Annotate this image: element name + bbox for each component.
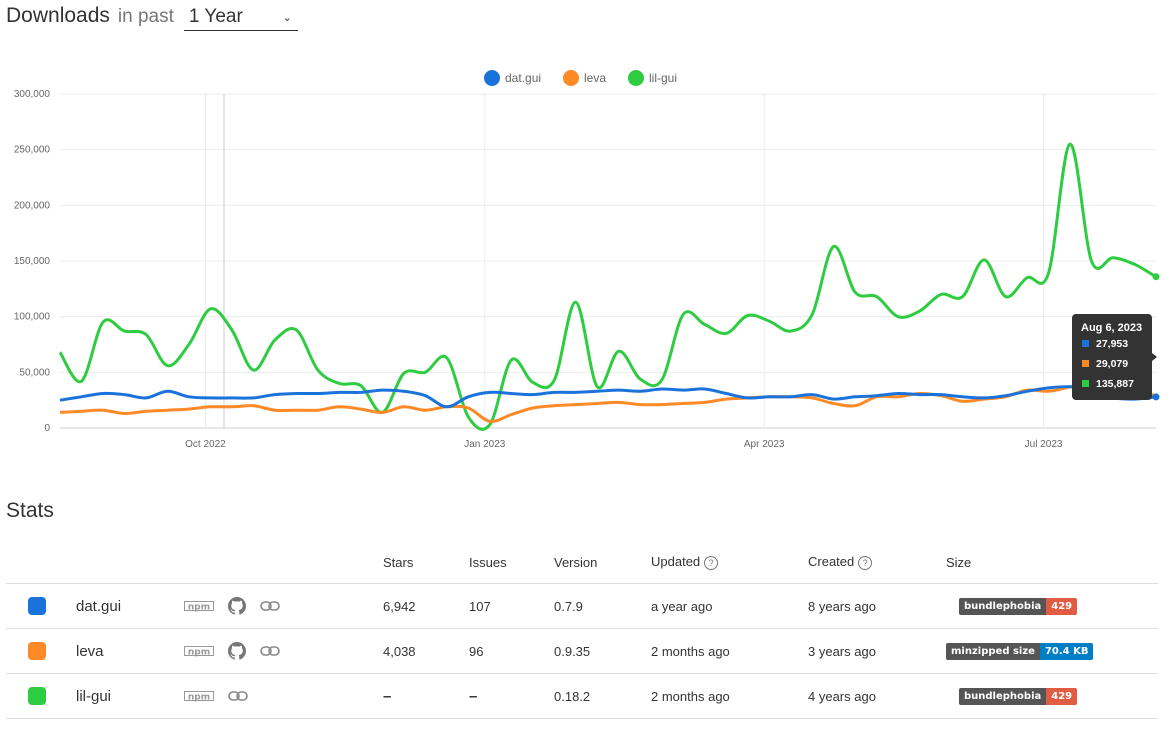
github-icon[interactable]	[228, 642, 246, 660]
x-tick-label: Jul 2023	[1025, 439, 1063, 450]
created-value: 4 years ago	[808, 688, 876, 704]
created-value: 8 years ago	[808, 598, 876, 614]
downloads-subtitle: in past	[117, 6, 174, 27]
data-point	[1152, 393, 1160, 401]
npm-icon[interactable]: npm	[184, 689, 214, 703]
legend-label: dat.gui	[505, 71, 541, 85]
y-tick-label: 250,000	[14, 145, 51, 156]
package-name: leva	[76, 642, 104, 660]
table-row: lil-gui npm – – 0.18.2 2 months ago 4 years ag…	[6, 673, 1158, 719]
table-row: dat.gui npm 6,942 107 0.7.9 a year ago 8 years…	[6, 583, 1158, 629]
link-icon[interactable]	[228, 689, 248, 703]
y-tick-label: 0	[44, 423, 50, 434]
size-badge[interactable]: bundlephobia 429	[959, 688, 1078, 705]
col-updated: Updated?	[651, 541, 808, 584]
y-tick-label: 150,000	[14, 256, 51, 267]
x-tick-label: Jan 2023	[464, 439, 506, 450]
size-badge-label: bundlephobia	[959, 598, 1047, 615]
updated-value: 2 months ago	[651, 688, 730, 704]
y-tick-label: 50,000	[19, 367, 50, 378]
package-name: lil-gui	[76, 687, 112, 705]
col-issues: Issues	[469, 541, 554, 584]
col-updated-label: Updated	[651, 554, 701, 570]
tooltip-swatch	[1082, 380, 1089, 387]
col-version: Version	[554, 541, 651, 584]
col-stars: Stars	[383, 541, 469, 584]
tooltip-arrow	[1152, 353, 1157, 361]
stars-value: 6,942	[383, 598, 416, 614]
stats-title: Stats	[6, 499, 54, 522]
size-badge[interactable]: bundlephobia 429	[959, 598, 1078, 615]
series-line-lil-gui	[58, 142, 1157, 431]
issues-value: 107	[469, 598, 491, 614]
legend-label: leva	[584, 71, 606, 85]
y-tick-label: 300,000	[14, 89, 51, 100]
table-row: leva npm 4,038 96 0.9.35 2 months ago 3 years …	[6, 628, 1158, 674]
github-icon[interactable]	[228, 597, 246, 615]
version-value: 0.7.9	[554, 598, 583, 614]
stars-value: –	[383, 687, 392, 705]
svg-text:npm: npm	[188, 693, 210, 703]
created-value: 3 years ago	[808, 643, 876, 659]
col-size: Size	[946, 541, 1158, 584]
stats-header-row: Stars Issues Version Updated? Created? S…	[6, 541, 1158, 584]
size-badge-label: minzipped size	[946, 643, 1040, 660]
stars-value: 4,038	[383, 643, 416, 659]
package-color-swatch	[28, 687, 46, 705]
updated-value: 2 months ago	[651, 643, 730, 659]
version-value: 0.18.2	[554, 688, 591, 704]
tooltip-value: 27,953	[1096, 338, 1128, 350]
link-icon[interactable]	[260, 644, 280, 658]
x-tick-label: Oct 2022	[185, 439, 226, 450]
updated-value: a year ago	[651, 598, 713, 614]
y-tick-label: 100,000	[14, 312, 51, 323]
downloads-header: Downloads in past 1 Year ⌄	[6, 4, 298, 31]
col-created: Created?	[808, 541, 946, 584]
package-name: dat.gui	[76, 597, 122, 615]
help-icon[interactable]: ?	[704, 555, 719, 570]
legend-item-dat.gui[interactable]: dat.gui	[484, 70, 541, 86]
stats-table: Stars Issues Version Updated? Created? S…	[6, 541, 1158, 719]
tooltip-value: 135,887	[1096, 378, 1134, 390]
size-badge[interactable]: minzipped size 70.4 KB	[946, 643, 1094, 660]
npm-icon[interactable]: npm	[184, 599, 214, 613]
package-color-swatch	[28, 642, 46, 660]
help-icon[interactable]: ?	[858, 555, 873, 570]
tooltip-value: 29,079	[1096, 358, 1128, 370]
tooltip-swatch	[1082, 360, 1089, 367]
size-badge-value: 429	[1046, 688, 1078, 705]
link-icon[interactable]	[260, 599, 280, 613]
downloads-title: Downloads	[6, 4, 110, 27]
series-line-leva	[59, 379, 1157, 423]
col-created-label: Created	[808, 554, 855, 570]
chart-tooltip: Aug 6, 2023 27,953 29,079 135,887	[1072, 314, 1157, 400]
legend-marker	[563, 70, 579, 86]
tooltip-date: Aug 6, 2023	[1081, 322, 1142, 334]
legend-marker	[628, 70, 644, 86]
size-badge-value: 70.4 KB	[1039, 643, 1094, 660]
package-color-swatch	[28, 597, 46, 615]
size-badge-value: 429	[1046, 598, 1078, 615]
tooltip-box	[1072, 314, 1152, 400]
tooltip-swatch	[1082, 340, 1089, 347]
issues-value: 96	[469, 643, 484, 659]
legend-marker	[484, 70, 500, 86]
series-line-dat.gui	[59, 385, 1157, 409]
x-tick-label: Apr 2023	[744, 439, 785, 450]
legend-label: lil-gui	[649, 71, 677, 85]
downloads-chart: 0 50,000 100,000 150,000 200,000 250,000 300,0…	[14, 70, 1160, 450]
svg-text:npm: npm	[188, 603, 210, 613]
issues-value: –	[469, 687, 478, 705]
y-tick-label: 200,000	[14, 200, 51, 211]
svg-text:npm: npm	[188, 648, 210, 658]
version-value: 0.9.35	[554, 643, 591, 659]
period-select-value: 1 Year	[188, 6, 243, 27]
period-select[interactable]: 1 Year ⌄	[183, 6, 298, 31]
legend-item-leva[interactable]: leva	[563, 70, 606, 86]
npm-icon[interactable]: npm	[184, 644, 214, 658]
data-point	[1152, 273, 1160, 281]
legend-item-lil-gui[interactable]: lil-gui	[628, 70, 677, 86]
chevron-down-icon: ⌄	[282, 11, 292, 24]
size-badge-label: bundlephobia	[959, 688, 1047, 705]
